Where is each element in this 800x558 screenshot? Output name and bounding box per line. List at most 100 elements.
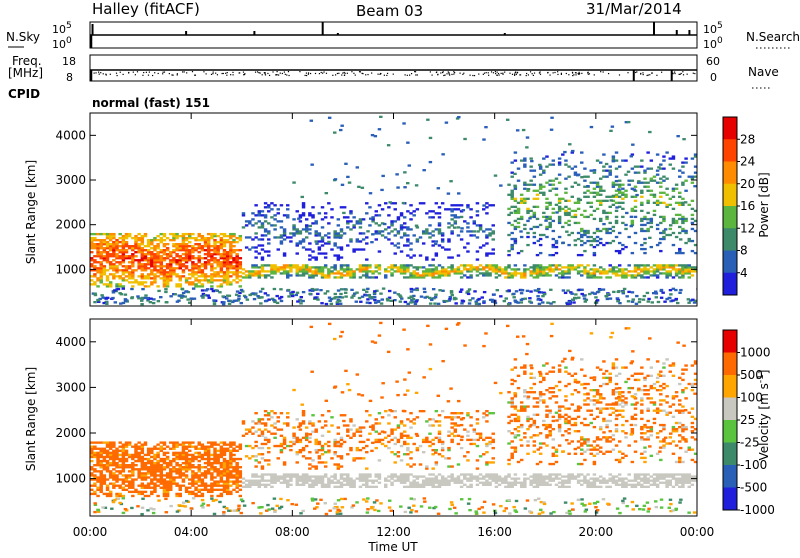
power-cell	[523, 188, 526, 190]
velocity-cell	[223, 491, 226, 493]
power-cell	[141, 267, 144, 269]
power-cell	[305, 272, 308, 274]
power-cell	[141, 259, 144, 261]
power-cell	[264, 206, 267, 208]
nave-point	[575, 74, 576, 75]
power-cell	[254, 222, 257, 224]
power-cell	[103, 243, 106, 245]
velocity-cell	[403, 480, 406, 482]
velocity-cell	[346, 473, 349, 475]
power-cell	[201, 237, 204, 239]
velocity-cell	[235, 487, 238, 489]
power-cell	[533, 232, 536, 234]
velocity-cell	[90, 493, 93, 495]
nave-point	[437, 74, 438, 75]
velocity-cell	[106, 478, 109, 480]
power-cell	[483, 291, 486, 293]
power-cell	[634, 270, 637, 272]
nave-point	[581, 73, 582, 74]
power-cell	[261, 264, 264, 266]
power-cell	[141, 273, 144, 275]
power-cell	[220, 275, 223, 277]
power-cell	[656, 182, 659, 184]
velocity-cell	[593, 477, 596, 479]
power-cell	[160, 271, 163, 273]
power-cell	[402, 202, 405, 204]
power-cell	[204, 263, 207, 265]
power-cell	[584, 300, 587, 302]
velocity-cell	[144, 464, 147, 466]
power-cell	[163, 257, 166, 259]
power-cell	[605, 228, 608, 230]
power-cell	[273, 266, 276, 268]
velocity-cell	[204, 452, 207, 454]
power-cell	[627, 291, 630, 293]
velocity-cell	[561, 475, 564, 477]
power-cell	[665, 272, 668, 274]
colorbar-tick-label: 8	[740, 244, 748, 258]
power-cell	[646, 151, 649, 153]
nave-point	[483, 74, 484, 75]
velocity-cell	[128, 456, 131, 458]
power-cell	[156, 259, 159, 261]
velocity-cell	[172, 441, 175, 443]
power-cell	[473, 234, 476, 236]
power-cell	[447, 222, 450, 224]
power-cell	[179, 285, 182, 287]
nave-point	[575, 72, 576, 73]
power-cell	[593, 254, 596, 256]
power-cell	[549, 289, 552, 291]
velocity-cell	[185, 462, 188, 464]
velocity-cell	[539, 484, 542, 486]
power-cell	[656, 202, 659, 204]
velocity-cell	[232, 480, 235, 482]
velocity-cell	[191, 460, 194, 462]
power-cell	[675, 184, 678, 186]
velocity-cell	[681, 482, 684, 484]
nave-point	[143, 72, 144, 73]
power-cell	[356, 166, 359, 168]
power-cell	[172, 249, 175, 251]
power-cell	[239, 257, 242, 259]
velocity-cell	[324, 486, 327, 488]
power-cell	[194, 237, 197, 239]
power-cell	[445, 300, 448, 302]
power-cell	[505, 297, 508, 299]
power-cell	[318, 272, 321, 274]
power-cell	[204, 241, 207, 243]
power-cell	[624, 246, 627, 248]
power-cell	[394, 270, 397, 272]
power-cell	[105, 303, 108, 305]
power-cell	[166, 257, 169, 259]
power-cell	[435, 272, 438, 274]
power-cell	[109, 237, 112, 239]
velocity-cell	[137, 460, 140, 462]
velocity-cell	[220, 495, 223, 497]
power-cell	[577, 238, 580, 240]
power-cell	[539, 184, 542, 186]
power-cell	[564, 192, 567, 194]
velocity-cell	[166, 493, 169, 495]
power-cell	[299, 230, 302, 232]
power-cell	[348, 181, 351, 183]
power-cell	[213, 271, 216, 273]
nave-point	[146, 72, 147, 73]
power-cell	[318, 268, 321, 270]
velocity-cell	[112, 474, 115, 476]
power-cell	[93, 301, 96, 303]
velocity-cell	[118, 470, 121, 472]
power-cell	[659, 222, 662, 224]
power-cell	[378, 250, 381, 252]
power-cell	[128, 277, 131, 279]
velocity-cell	[191, 476, 194, 478]
power-cell	[590, 214, 593, 216]
power-cell	[580, 244, 583, 246]
velocity-cell	[431, 473, 434, 475]
power-cell	[251, 292, 254, 294]
velocity-cell	[194, 489, 197, 491]
power-cell	[567, 220, 570, 222]
power-cell	[352, 250, 355, 252]
velocity-cell	[96, 460, 99, 462]
power-cell	[228, 295, 231, 297]
nave-point	[449, 74, 450, 75]
